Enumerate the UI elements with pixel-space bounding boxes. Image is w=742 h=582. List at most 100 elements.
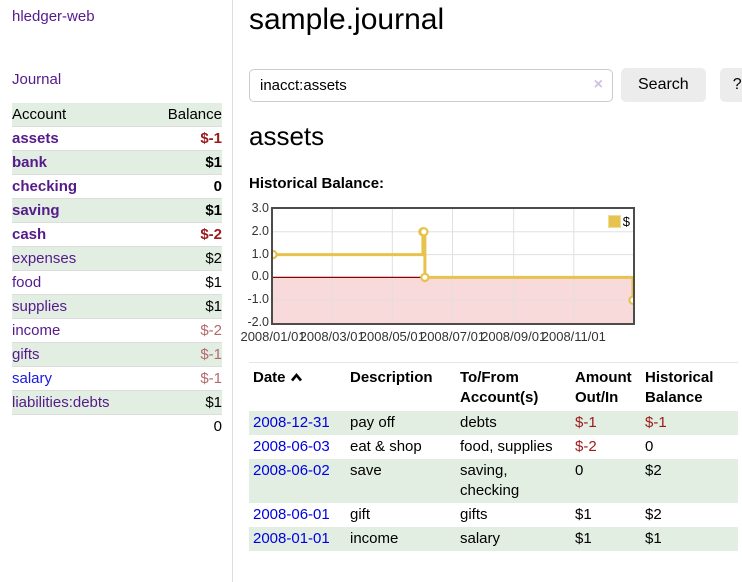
account-row: checking 0 xyxy=(12,174,222,199)
main-content: sample.journal × Search ? assets Histori… xyxy=(233,0,742,582)
register-header-row: Date Description To/From Account(s) Amou… xyxy=(249,363,738,412)
transaction-description: save xyxy=(350,462,382,479)
y-axis-tick-label: -1.0 xyxy=(247,292,269,307)
register-row: 2008-06-02 save saving, checking 0 $2 xyxy=(249,459,738,503)
transaction-description: income xyxy=(350,530,399,547)
register-header-amount: Amount Out/In xyxy=(575,369,632,406)
account-balance: 0 xyxy=(146,174,222,199)
account-row: income $-2 xyxy=(12,318,222,343)
chevron-up-icon xyxy=(290,369,303,389)
transaction-balance: $2 xyxy=(645,462,662,479)
transaction-date-link[interactable]: 2008-12-31 xyxy=(253,414,330,431)
transaction-date-link[interactable]: 2008-06-03 xyxy=(253,438,330,455)
transaction-description: gift xyxy=(350,506,371,523)
y-axis-tick-label: 2.0 xyxy=(251,223,269,238)
accounts-table: Account Balance assets $-1 bank $1 check… xyxy=(12,103,222,438)
y-axis-tick-label: 1.0 xyxy=(251,246,269,261)
account-row: food $1 xyxy=(12,270,222,295)
register-header-date[interactable]: Date xyxy=(249,363,346,412)
y-axis-tick-label: 0.0 xyxy=(251,269,269,284)
account-balance: $1 xyxy=(146,198,222,223)
transaction-date-link[interactable]: 2008-06-02 xyxy=(253,462,330,479)
accounts-header-balance: Balance xyxy=(146,103,222,127)
account-link-supplies[interactable]: supplies xyxy=(12,298,68,315)
transaction-accounts: saving, checking xyxy=(460,462,520,499)
x-axis-tick-label: 2008/11/01 xyxy=(541,329,606,344)
transaction-amount: $1 xyxy=(575,506,592,523)
chart-section-label: Historical Balance: xyxy=(249,175,385,192)
account-link-saving[interactable]: saving xyxy=(12,202,60,219)
account-balance: $1 xyxy=(146,390,222,415)
register-header-balance: Historical Balance xyxy=(645,369,714,406)
transaction-accounts: food, supplies xyxy=(460,438,553,455)
transaction-date-link[interactable]: 2008-06-01 xyxy=(253,506,330,523)
account-heading: assets xyxy=(249,121,325,151)
x-axis-tick-label: 2008/03/01 xyxy=(299,329,365,344)
account-balance: $-1 xyxy=(146,342,222,367)
sidebar-item-journal[interactable]: Journal xyxy=(12,71,62,88)
x-axis-tick-label: 2008/01/01 xyxy=(240,329,306,344)
transaction-balance: $-1 xyxy=(645,414,667,431)
legend-series-label: $ xyxy=(622,214,630,229)
account-row: supplies $1 xyxy=(12,294,222,319)
account-link-assets[interactable]: assets xyxy=(12,130,59,147)
account-row: saving $1 xyxy=(12,198,222,223)
search-button[interactable]: Search xyxy=(621,68,706,102)
register-row: 2008-12-31 pay off debts $-1 $-1 xyxy=(249,411,738,435)
chart-plot-area xyxy=(271,207,635,325)
sidebar: hledger-web Journal Account Balance asse… xyxy=(0,0,233,582)
transaction-amount: $-2 xyxy=(575,438,597,455)
register-header-date-label: Date xyxy=(253,369,286,386)
transaction-accounts: salary xyxy=(460,530,501,547)
register-row: 2008-06-03 eat & shop food, supplies $-2… xyxy=(249,435,738,459)
account-row: bank $1 xyxy=(12,150,222,175)
transaction-amount: $-1 xyxy=(575,414,597,431)
account-link-expenses[interactable]: expenses xyxy=(12,250,77,267)
search-input[interactable] xyxy=(249,68,613,102)
account-link-food[interactable]: food xyxy=(12,274,42,291)
transaction-accounts: gifts xyxy=(460,506,488,523)
app-title-link[interactable]: hledger-web xyxy=(12,8,95,25)
y-axis-tick-label: -2.0 xyxy=(247,315,269,329)
account-balance: $1 xyxy=(146,270,222,295)
account-link-income[interactable]: income xyxy=(12,322,61,339)
x-axis-tick-label: 2008/09/01 xyxy=(481,329,547,344)
x-axis-tick-label: 2008/07/01 xyxy=(419,329,486,344)
account-link-checking[interactable]: checking xyxy=(12,178,78,195)
account-link-salary[interactable]: salary xyxy=(12,370,53,387)
account-link-gifts[interactable]: gifts xyxy=(12,346,40,363)
account-row: assets $-1 xyxy=(12,126,222,151)
transaction-description: eat & shop xyxy=(350,438,422,455)
transaction-date-link[interactable]: 2008-01-01 xyxy=(253,530,330,547)
account-balance: $-1 xyxy=(146,366,222,391)
help-button[interactable]: ? xyxy=(719,68,742,102)
y-axis-tick-label: 3.0 xyxy=(251,201,269,215)
register-row: 2008-01-01 income salary $1 $1 xyxy=(249,527,738,551)
account-link-liabilities-debts[interactable]: liabilities:debts xyxy=(12,394,110,411)
account-balance: $2 xyxy=(146,246,222,271)
transaction-balance: $1 xyxy=(645,530,662,547)
transaction-description: pay off xyxy=(350,414,395,431)
accounts-total-value: 0 xyxy=(146,414,222,438)
account-row: gifts $-1 xyxy=(12,342,222,367)
accounts-total-row: 0 xyxy=(12,414,222,438)
account-balance: $-2 xyxy=(146,222,222,247)
transaction-amount: 0 xyxy=(575,462,584,479)
account-link-cash[interactable]: cash xyxy=(12,226,47,243)
register-header-description: Description xyxy=(350,369,433,386)
chart-plot-svg xyxy=(273,209,633,323)
account-balance: $1 xyxy=(146,150,222,175)
account-row: cash $-2 xyxy=(12,222,222,247)
accounts-table-header: Account Balance xyxy=(12,103,222,127)
account-row: expenses $2 xyxy=(12,246,222,271)
chart-legend: $ xyxy=(605,213,632,230)
register-header-accounts: To/From Account(s) xyxy=(460,369,539,406)
historical-balance-chart: 3.0 2.0 1.0 0.0 -1.0 -2.0 2008/01/01 2008/03/0… xyxy=(240,201,641,345)
account-balance: $1 xyxy=(146,294,222,319)
accounts-header-account: Account xyxy=(12,103,147,127)
transaction-accounts: debts xyxy=(460,414,497,431)
search-bar: × Search ? xyxy=(249,68,742,102)
account-link-bank[interactable]: bank xyxy=(12,154,48,171)
clear-search-icon[interactable]: × xyxy=(593,75,603,93)
x-axis-tick-label: 2008/05/01 xyxy=(359,329,425,344)
